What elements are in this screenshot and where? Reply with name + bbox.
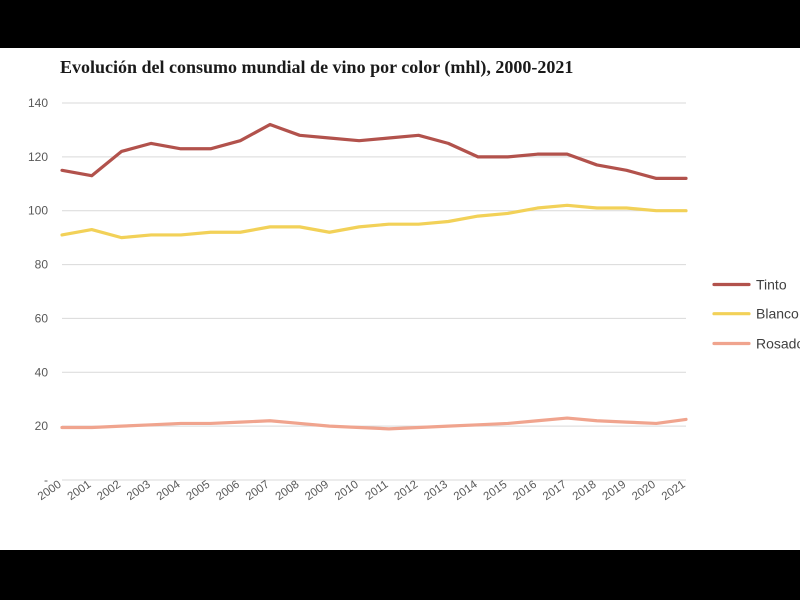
svg-text:20: 20 [35, 419, 49, 433]
svg-text:140: 140 [28, 96, 48, 110]
svg-text:Tinto: Tinto [756, 277, 787, 293]
svg-text:Blanco: Blanco [756, 306, 799, 322]
svg-text:2011: 2011 [363, 479, 390, 503]
svg-text:2007: 2007 [244, 479, 272, 504]
svg-text:Rosado: Rosado [756, 336, 800, 352]
svg-text:2014: 2014 [452, 478, 480, 503]
svg-text:80: 80 [35, 258, 49, 272]
svg-text:2008: 2008 [274, 479, 302, 504]
svg-text:2013: 2013 [422, 479, 450, 504]
svg-text:2010: 2010 [333, 479, 361, 504]
svg-text:2002: 2002 [95, 479, 123, 504]
svg-text:2009: 2009 [303, 479, 331, 504]
svg-text:2006: 2006 [214, 479, 242, 504]
svg-text:40: 40 [35, 365, 49, 379]
svg-text:2021: 2021 [660, 479, 688, 504]
svg-text:2019: 2019 [600, 479, 628, 504]
svg-text:120: 120 [28, 150, 48, 164]
svg-text:2018: 2018 [571, 479, 599, 504]
svg-text:2003: 2003 [125, 479, 153, 504]
svg-text:60: 60 [35, 311, 49, 325]
svg-text:2004: 2004 [155, 478, 183, 503]
svg-text:2016: 2016 [511, 479, 539, 504]
svg-text:2012: 2012 [392, 479, 420, 504]
svg-text:100: 100 [28, 204, 48, 218]
svg-text:2020: 2020 [630, 479, 658, 504]
svg-text:2000: 2000 [36, 479, 64, 504]
svg-text:2005: 2005 [184, 479, 212, 504]
svg-text:2001: 2001 [66, 479, 94, 504]
svg-text:2015: 2015 [482, 479, 510, 504]
svg-text:2017: 2017 [541, 479, 569, 504]
